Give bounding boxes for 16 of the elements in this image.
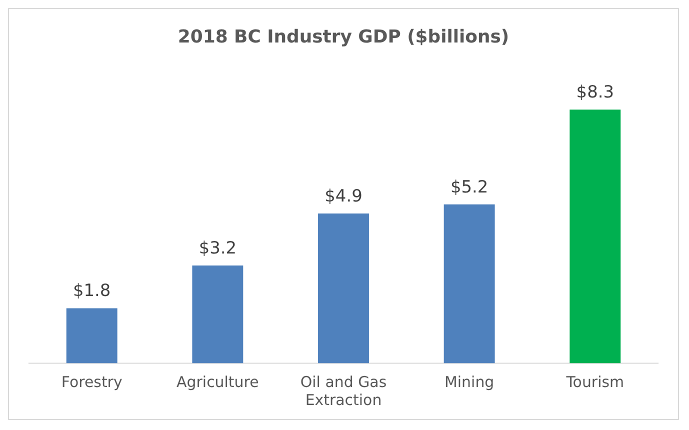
data-label: $8.3: [576, 82, 614, 102]
bar: [318, 214, 369, 364]
x-tick-label: Agriculture: [176, 373, 259, 392]
x-tick-label: Mining: [444, 373, 494, 392]
data-label: $1.8: [72, 280, 111, 300]
data-label: $4.9: [324, 186, 362, 206]
x-tick-label: Tourism: [565, 373, 624, 392]
x-tick-label: Forestry: [61, 373, 122, 392]
data-label: $5.2: [450, 176, 488, 196]
data-label: $3.2: [198, 237, 237, 258]
bar: [66, 308, 118, 364]
bar: [444, 204, 495, 364]
x-tick-label: Oil and Gas Extraction: [300, 373, 387, 409]
chart-title: 2018 BC Industry GDP ($billions): [178, 26, 510, 48]
bar: [570, 110, 621, 364]
bar: [192, 265, 244, 364]
